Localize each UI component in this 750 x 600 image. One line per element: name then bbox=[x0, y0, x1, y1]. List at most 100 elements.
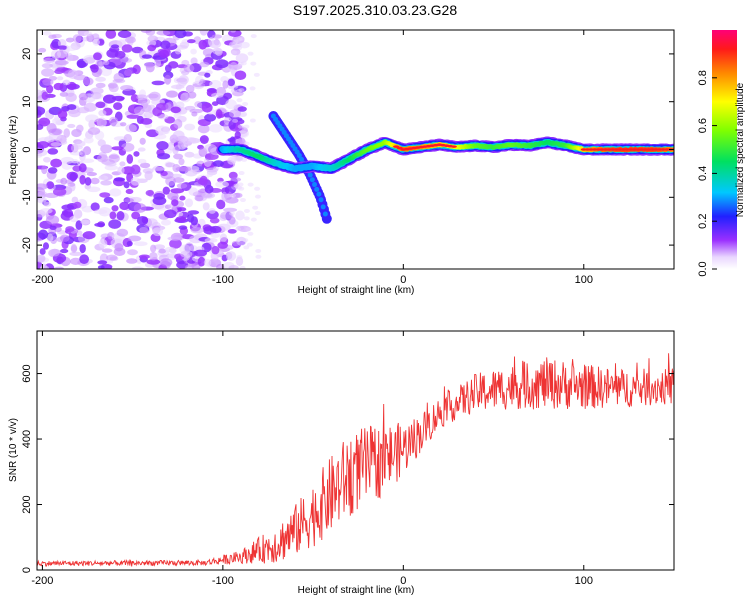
snr-ytick-label: 200 bbox=[21, 495, 33, 513]
noise-blob bbox=[199, 61, 210, 68]
noise-blob bbox=[97, 139, 106, 147]
noise-blob bbox=[83, 57, 96, 64]
noise-blob bbox=[247, 231, 254, 236]
noise-blob bbox=[39, 265, 50, 269]
noise-blob bbox=[121, 142, 135, 152]
noise-blob bbox=[211, 101, 219, 106]
noise-blob bbox=[235, 227, 242, 232]
noise-blob bbox=[185, 84, 195, 93]
noise-blob bbox=[242, 102, 249, 107]
noise-blob bbox=[130, 176, 141, 186]
noise-blob bbox=[223, 92, 233, 100]
noise-blob bbox=[204, 184, 214, 194]
noise-blob bbox=[188, 187, 199, 196]
branch-core bbox=[318, 197, 324, 203]
noise-blob bbox=[50, 142, 62, 147]
noise-blob bbox=[239, 265, 246, 269]
noise-blob bbox=[104, 161, 117, 167]
noise-blob bbox=[194, 101, 203, 108]
noise-blob bbox=[237, 106, 247, 112]
noise-blob bbox=[50, 158, 63, 168]
noise-blob bbox=[229, 68, 236, 73]
noise-blob bbox=[50, 248, 60, 257]
noise-blob bbox=[101, 248, 113, 253]
noise-blob bbox=[95, 101, 106, 109]
noise-blob bbox=[93, 209, 108, 215]
noise-blob bbox=[175, 166, 189, 172]
noise-blob bbox=[172, 130, 185, 141]
noise-blob bbox=[43, 156, 51, 163]
noise-blob bbox=[137, 97, 151, 106]
noise-blob bbox=[163, 209, 177, 219]
spectrogram-ytick-label: -10 bbox=[21, 189, 33, 205]
noise-blob bbox=[235, 256, 244, 267]
noise-blob bbox=[164, 74, 172, 85]
noise-blob bbox=[190, 48, 197, 55]
colorbar-tick-label: 0.0 bbox=[697, 261, 709, 276]
noise-blob bbox=[167, 236, 181, 241]
noise-blob bbox=[120, 57, 133, 63]
noise-blob bbox=[76, 106, 90, 114]
noise-blob bbox=[185, 137, 197, 144]
noise-blob bbox=[87, 127, 101, 135]
noise-blob bbox=[99, 192, 111, 198]
noise-blob bbox=[237, 124, 244, 129]
noise-blob bbox=[75, 220, 83, 231]
ridge-peak bbox=[450, 145, 457, 148]
spectrogram-xtick-label: 100 bbox=[575, 274, 593, 286]
noise-blob bbox=[147, 93, 159, 99]
noise-blob bbox=[216, 199, 226, 210]
noise-blob bbox=[187, 91, 197, 99]
noise-blob bbox=[208, 258, 222, 268]
noise-blob bbox=[245, 227, 252, 232]
noise-blob bbox=[184, 123, 196, 131]
noise-blob bbox=[139, 162, 151, 169]
noise-blob bbox=[175, 216, 187, 223]
noise-blob bbox=[249, 118, 256, 123]
snr-frame bbox=[36, 330, 675, 571]
noise-blob bbox=[225, 251, 237, 261]
noise-blob bbox=[177, 139, 187, 150]
snr-xtick-label: 0 bbox=[400, 575, 406, 587]
noise-blob bbox=[63, 128, 71, 138]
noise-blob bbox=[75, 140, 86, 147]
noise-blob bbox=[98, 239, 108, 249]
noise-blob bbox=[140, 30, 152, 34]
noise-blob bbox=[106, 48, 119, 58]
branch-core bbox=[316, 191, 322, 197]
noise-blob bbox=[39, 208, 53, 214]
noise-blob bbox=[145, 62, 155, 73]
noise-blob bbox=[65, 53, 74, 62]
noise-blob bbox=[86, 186, 101, 193]
noise-blob bbox=[69, 172, 78, 182]
noise-blob bbox=[133, 151, 140, 157]
noise-blob bbox=[139, 226, 149, 234]
noise-blob bbox=[126, 258, 138, 264]
noise-blob bbox=[199, 30, 208, 36]
noise-blob bbox=[109, 188, 122, 197]
noise-blob bbox=[108, 219, 122, 229]
noise-blob bbox=[41, 63, 54, 69]
noise-blob bbox=[136, 216, 149, 226]
noise-blob bbox=[157, 114, 169, 120]
noise-blob bbox=[67, 69, 79, 80]
noise-blob bbox=[140, 118, 153, 125]
noise-blob bbox=[228, 264, 239, 269]
noise-blob bbox=[79, 149, 87, 157]
noise-blob bbox=[94, 222, 105, 227]
noise-blob bbox=[46, 122, 57, 133]
colorbar: 0.0 0.2 0.4 0.6 0.8 Normalized spectral ampl… bbox=[697, 30, 746, 277]
noise-blob bbox=[225, 99, 237, 110]
noise-blob bbox=[69, 251, 83, 256]
noise-blob bbox=[100, 180, 112, 186]
noise-blob bbox=[124, 69, 133, 77]
noise-blob bbox=[222, 80, 229, 89]
branch-core bbox=[299, 156, 305, 162]
noise-blob bbox=[47, 167, 58, 174]
noise-blob bbox=[156, 141, 169, 151]
noise-blob bbox=[100, 144, 113, 154]
noise-blob bbox=[236, 98, 243, 103]
noise-blob bbox=[166, 90, 178, 98]
noise-blob bbox=[217, 241, 228, 249]
noise-blob bbox=[53, 82, 64, 91]
